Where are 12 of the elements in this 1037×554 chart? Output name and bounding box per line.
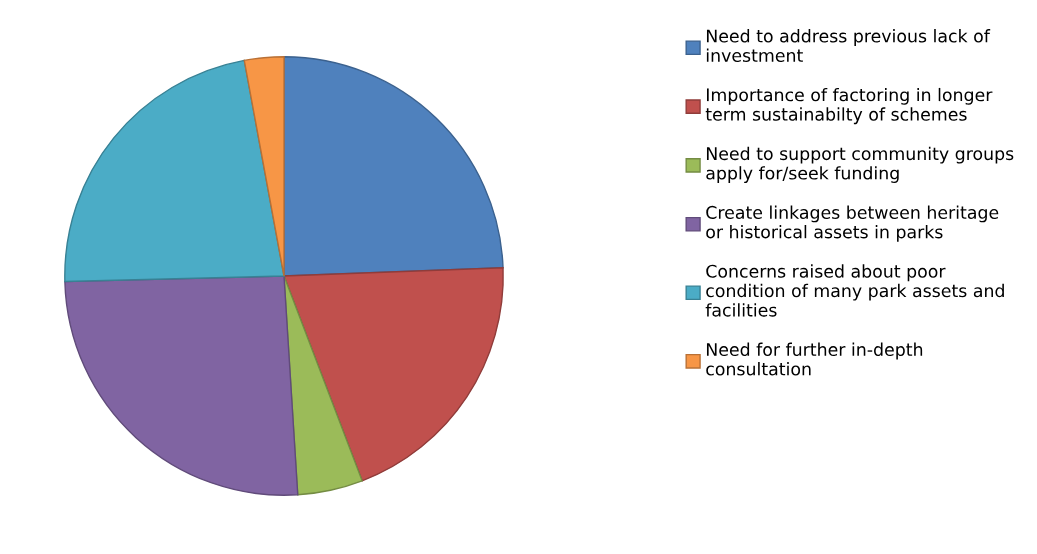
pie-slice [64,59,285,283]
legend-label: Create linkages between heritage or historical assets in parks [706,205,999,242]
legend-label: Need to address previous lack of investment [706,29,991,62]
pie-slice [283,267,504,482]
pie-slice [283,275,363,496]
pie-slice [243,56,285,277]
legend-label: Need to support community groups apply for/seek funding [706,146,1014,183]
pie-slice [283,56,504,277]
pie-slice [64,275,299,496]
legend-label: Importance of factoring in longer term sustainabilty of schemes [705,87,993,125]
legend-label: Need for further in-depth consultation [706,342,923,376]
legend-label: Concerns raised about poor condition of many park assets and facilities [705,264,1004,317]
